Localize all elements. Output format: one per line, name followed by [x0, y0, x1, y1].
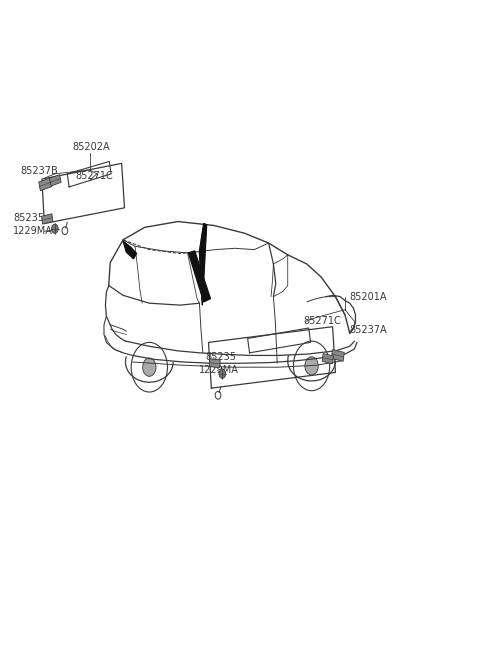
Text: 85235: 85235 [205, 352, 237, 362]
Polygon shape [199, 224, 206, 305]
Text: 85237B: 85237B [21, 166, 58, 176]
Text: 85235: 85235 [13, 213, 44, 223]
Polygon shape [209, 359, 220, 368]
Polygon shape [39, 178, 52, 191]
Text: 85271C: 85271C [75, 171, 113, 181]
Polygon shape [331, 350, 344, 361]
Polygon shape [49, 174, 61, 186]
Text: 1229MA: 1229MA [199, 365, 239, 375]
Polygon shape [123, 241, 136, 258]
Text: 85201A: 85201A [350, 292, 387, 302]
Circle shape [305, 357, 318, 375]
Polygon shape [322, 354, 334, 364]
Polygon shape [42, 214, 53, 224]
Text: 1229MA: 1229MA [13, 226, 53, 236]
Text: 85202A: 85202A [72, 142, 110, 152]
Text: 85271C: 85271C [303, 316, 341, 327]
Circle shape [51, 224, 58, 234]
Circle shape [143, 358, 156, 377]
Text: 85237A: 85237A [350, 325, 387, 335]
Circle shape [219, 369, 226, 379]
Polygon shape [189, 251, 210, 302]
